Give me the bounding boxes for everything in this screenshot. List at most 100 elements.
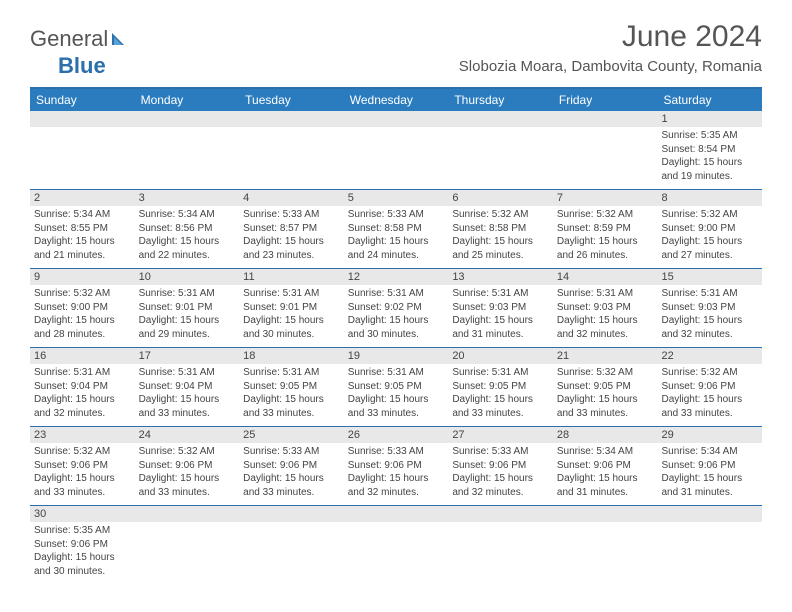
sunset-text: Sunset: 9:06 PM xyxy=(452,459,549,473)
sunrise-text: Sunrise: 5:32 AM xyxy=(34,445,131,459)
daylight2-text: and 30 minutes. xyxy=(34,565,131,579)
calendar: SundayMondayTuesdayWednesdayThursdayFrid… xyxy=(30,87,762,584)
sunset-text: Sunset: 8:58 PM xyxy=(348,222,445,236)
sunset-text: Sunset: 9:03 PM xyxy=(452,301,549,315)
daylight2-text: and 32 minutes. xyxy=(348,486,445,500)
sunset-text: Sunset: 9:06 PM xyxy=(661,459,758,473)
sunrise-text: Sunrise: 5:31 AM xyxy=(243,287,340,301)
day-cell: Sunrise: 5:31 AMSunset: 9:03 PMDaylight:… xyxy=(553,285,658,347)
daynum-row: 9101112131415 xyxy=(30,269,762,285)
sunrise-text: Sunrise: 5:31 AM xyxy=(661,287,758,301)
daylight1-text: Daylight: 15 hours xyxy=(243,314,340,328)
sunset-text: Sunset: 9:02 PM xyxy=(348,301,445,315)
day-header: Tuesday xyxy=(239,89,344,111)
sunrise-text: Sunrise: 5:34 AM xyxy=(557,445,654,459)
daylight2-text: and 30 minutes. xyxy=(348,328,445,342)
title-block: June 2024 Slobozia Moara, Dambovita Coun… xyxy=(459,20,762,75)
daylight1-text: Daylight: 15 hours xyxy=(661,472,758,486)
sunset-text: Sunset: 9:05 PM xyxy=(452,380,549,394)
daylight2-text: and 32 minutes. xyxy=(34,407,131,421)
week-row: Sunrise: 5:34 AMSunset: 8:55 PMDaylight:… xyxy=(30,206,762,269)
day-number xyxy=(239,506,344,522)
daylight1-text: Daylight: 15 hours xyxy=(452,235,549,249)
week-row: Sunrise: 5:32 AMSunset: 9:06 PMDaylight:… xyxy=(30,443,762,506)
day-cell xyxy=(448,522,553,584)
daylight1-text: Daylight: 15 hours xyxy=(452,393,549,407)
day-number xyxy=(344,506,449,522)
logo-text: General Blue xyxy=(30,26,130,79)
sunrise-text: Sunrise: 5:32 AM xyxy=(557,366,654,380)
day-cell xyxy=(344,127,449,189)
sunrise-text: Sunrise: 5:34 AM xyxy=(661,445,758,459)
day-number: 28 xyxy=(553,427,658,443)
daylight1-text: Daylight: 15 hours xyxy=(348,235,445,249)
day-number: 18 xyxy=(239,348,344,364)
day-number xyxy=(344,111,449,127)
daylight1-text: Daylight: 15 hours xyxy=(243,472,340,486)
day-cell: Sunrise: 5:34 AMSunset: 8:55 PMDaylight:… xyxy=(30,206,135,268)
sunrise-text: Sunrise: 5:33 AM xyxy=(452,445,549,459)
day-cell xyxy=(135,127,240,189)
sunrise-text: Sunrise: 5:31 AM xyxy=(34,366,131,380)
day-cell: Sunrise: 5:33 AMSunset: 8:58 PMDaylight:… xyxy=(344,206,449,268)
day-number: 6 xyxy=(448,190,553,206)
day-number xyxy=(448,111,553,127)
daylight2-text: and 33 minutes. xyxy=(557,407,654,421)
daylight1-text: Daylight: 15 hours xyxy=(34,235,131,249)
day-cell: Sunrise: 5:32 AMSunset: 9:00 PMDaylight:… xyxy=(30,285,135,347)
daylight2-text: and 32 minutes. xyxy=(452,486,549,500)
day-number: 7 xyxy=(553,190,658,206)
day-cell: Sunrise: 5:31 AMSunset: 9:01 PMDaylight:… xyxy=(239,285,344,347)
day-cell: Sunrise: 5:33 AMSunset: 9:06 PMDaylight:… xyxy=(344,443,449,505)
day-number: 8 xyxy=(657,190,762,206)
sunset-text: Sunset: 8:54 PM xyxy=(661,143,758,157)
sunrise-text: Sunrise: 5:31 AM xyxy=(557,287,654,301)
daylight1-text: Daylight: 15 hours xyxy=(661,235,758,249)
day-number: 1 xyxy=(657,111,762,127)
day-cell: Sunrise: 5:35 AMSunset: 8:54 PMDaylight:… xyxy=(657,127,762,189)
daylight2-text: and 33 minutes. xyxy=(139,486,236,500)
sunset-text: Sunset: 9:06 PM xyxy=(557,459,654,473)
sunset-text: Sunset: 9:00 PM xyxy=(34,301,131,315)
daylight1-text: Daylight: 15 hours xyxy=(243,235,340,249)
daylight2-text: and 31 minutes. xyxy=(452,328,549,342)
day-number: 24 xyxy=(135,427,240,443)
sunset-text: Sunset: 9:03 PM xyxy=(557,301,654,315)
sunset-text: Sunset: 8:57 PM xyxy=(243,222,340,236)
daylight2-text: and 33 minutes. xyxy=(243,407,340,421)
day-cell: Sunrise: 5:31 AMSunset: 9:05 PMDaylight:… xyxy=(344,364,449,426)
daylight1-text: Daylight: 15 hours xyxy=(661,393,758,407)
sunset-text: Sunset: 8:55 PM xyxy=(34,222,131,236)
sunrise-text: Sunrise: 5:33 AM xyxy=(243,445,340,459)
day-number xyxy=(239,111,344,127)
daylight1-text: Daylight: 15 hours xyxy=(557,393,654,407)
day-number: 23 xyxy=(30,427,135,443)
day-number: 13 xyxy=(448,269,553,285)
day-header: Wednesday xyxy=(344,89,449,111)
day-cell: Sunrise: 5:34 AMSunset: 9:06 PMDaylight:… xyxy=(657,443,762,505)
sunrise-text: Sunrise: 5:35 AM xyxy=(34,524,131,538)
sunrise-text: Sunrise: 5:31 AM xyxy=(243,366,340,380)
daylight2-text: and 33 minutes. xyxy=(243,486,340,500)
day-number: 15 xyxy=(657,269,762,285)
daynum-row: 30 xyxy=(30,506,762,522)
day-number: 14 xyxy=(553,269,658,285)
day-number xyxy=(135,506,240,522)
day-number: 27 xyxy=(448,427,553,443)
day-header-row: SundayMondayTuesdayWednesdayThursdayFrid… xyxy=(30,89,762,111)
sunset-text: Sunset: 9:06 PM xyxy=(348,459,445,473)
daylight2-text: and 25 minutes. xyxy=(452,249,549,263)
day-cell: Sunrise: 5:34 AMSunset: 9:06 PMDaylight:… xyxy=(553,443,658,505)
day-cell: Sunrise: 5:34 AMSunset: 8:56 PMDaylight:… xyxy=(135,206,240,268)
day-cell: Sunrise: 5:33 AMSunset: 8:57 PMDaylight:… xyxy=(239,206,344,268)
sunrise-text: Sunrise: 5:31 AM xyxy=(452,287,549,301)
day-number: 29 xyxy=(657,427,762,443)
sunset-text: Sunset: 8:58 PM xyxy=(452,222,549,236)
day-number xyxy=(30,111,135,127)
day-cell: Sunrise: 5:31 AMSunset: 9:02 PMDaylight:… xyxy=(344,285,449,347)
daylight1-text: Daylight: 15 hours xyxy=(348,393,445,407)
day-number: 30 xyxy=(30,506,135,522)
sunrise-text: Sunrise: 5:34 AM xyxy=(139,208,236,222)
daylight2-text: and 23 minutes. xyxy=(243,249,340,263)
daylight2-text: and 33 minutes. xyxy=(34,486,131,500)
